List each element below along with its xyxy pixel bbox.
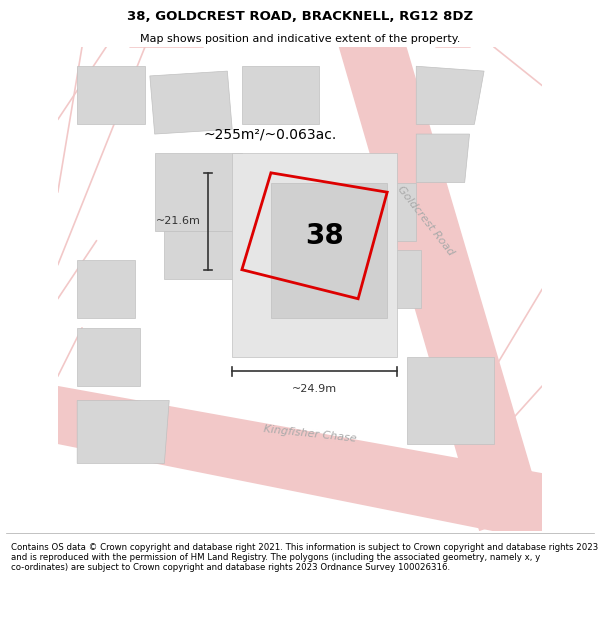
- Polygon shape: [58, 386, 542, 541]
- Polygon shape: [77, 328, 140, 386]
- Polygon shape: [155, 153, 242, 231]
- Text: Kingfisher Chase: Kingfisher Chase: [263, 424, 357, 444]
- Polygon shape: [77, 401, 169, 464]
- Text: 38, GOLDCREST ROAD, BRACKNELL, RG12 8DZ: 38, GOLDCREST ROAD, BRACKNELL, RG12 8DZ: [127, 10, 473, 23]
- Polygon shape: [368, 250, 421, 308]
- Polygon shape: [242, 66, 319, 124]
- Text: ~255m²/~0.063ac.: ~255m²/~0.063ac.: [203, 127, 337, 141]
- Polygon shape: [368, 182, 416, 241]
- Polygon shape: [416, 134, 470, 182]
- Polygon shape: [339, 47, 542, 531]
- Polygon shape: [232, 153, 397, 357]
- Polygon shape: [416, 66, 484, 124]
- Polygon shape: [77, 66, 145, 124]
- Text: ~21.6m: ~21.6m: [156, 216, 201, 226]
- Polygon shape: [407, 357, 494, 444]
- Text: ~24.9m: ~24.9m: [292, 384, 337, 394]
- Polygon shape: [164, 231, 237, 279]
- Polygon shape: [77, 260, 136, 318]
- Text: Goldcrest Road: Goldcrest Road: [396, 184, 456, 258]
- Polygon shape: [271, 182, 387, 318]
- Text: 38: 38: [305, 222, 344, 250]
- Text: Contains OS data © Crown copyright and database right 2021. This information is : Contains OS data © Crown copyright and d…: [11, 542, 598, 572]
- Text: Map shows position and indicative extent of the property.: Map shows position and indicative extent…: [140, 34, 460, 44]
- Polygon shape: [150, 71, 232, 134]
